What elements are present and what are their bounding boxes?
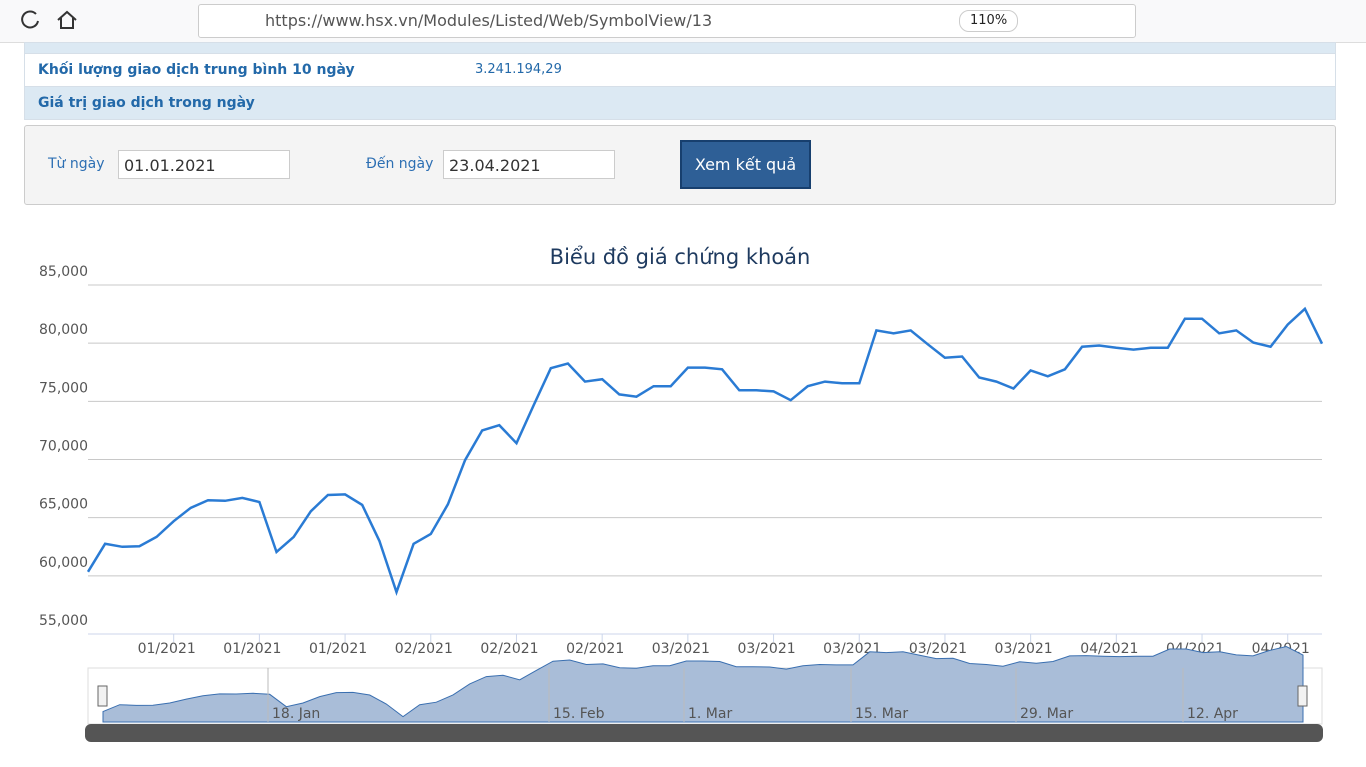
label: Đến ngày xyxy=(366,156,434,172)
date-input[interactable]: 01.01.2021 xyxy=(118,150,290,179)
date-input[interactable]: 23.04.2021 xyxy=(443,150,615,179)
y-tick-label: 55,000 xyxy=(39,613,88,629)
y-tick-label: 70,000 xyxy=(39,439,88,455)
x-tick-label: 04/2021 xyxy=(1252,641,1310,657)
handle xyxy=(1297,685,1308,707)
x-tick-label: 01/2021 xyxy=(309,641,367,657)
navigator-label: 12. Apr xyxy=(1187,706,1238,722)
x-tick-label: 01/2021 xyxy=(138,641,196,657)
y-tick-label: 65,000 xyxy=(39,497,88,513)
x-tick-label: 03/2021 xyxy=(995,641,1053,657)
x-tick-label: 03/2021 xyxy=(823,641,881,657)
navigator-label: 29. Mar xyxy=(1020,706,1073,722)
url: https://www.hsx.vn/Modules/Listed/Web/Sy… xyxy=(265,11,713,30)
price-line xyxy=(86,306,1324,596)
table-row: Giá trị giao dịch trong ngày xyxy=(24,86,1336,120)
chart-title: Biểu đồ giá chứng khoán xyxy=(550,245,811,269)
x-tick-label: 03/2021 xyxy=(737,641,795,657)
x-tick-label: 01/2021 xyxy=(223,641,281,657)
navigator-label: 15. Mar xyxy=(855,706,908,722)
nav-icons xyxy=(21,10,77,29)
navigator-label: 1. Mar xyxy=(688,706,732,722)
zoom[interactable]: 110% xyxy=(959,10,1019,32)
x-tick-label: 03/2021 xyxy=(652,641,710,657)
value: 01.01.2021 xyxy=(124,156,216,175)
x-tick-label: 02/2021 xyxy=(480,641,538,657)
y-tick-label: 80,000 xyxy=(39,322,88,338)
scrollbar xyxy=(85,724,1323,742)
value: 23.04.2021 xyxy=(449,156,541,175)
address-bar[interactable]: https://www.hsx.vn/Modules/Listed/Web/Sy… xyxy=(198,4,1136,38)
cell: 3.241.194,29 xyxy=(475,62,562,77)
y-tick-label: 75,000 xyxy=(39,380,88,396)
browser-toolbar: https://www.hsx.vn/Modules/Listed/Web/Sy… xyxy=(0,0,1366,43)
navigator-bg xyxy=(87,667,1323,725)
x-tick-label: 02/2021 xyxy=(566,641,624,657)
navigator-label: 15. Feb xyxy=(553,706,605,722)
cell: Khối lượng giao dịch trung bình 10 ngày xyxy=(38,62,355,78)
cell: Giá trị giao dịch trong ngày xyxy=(38,95,255,111)
x-tick-label: 04/2021 xyxy=(1080,641,1138,657)
label: Từ ngày xyxy=(48,156,105,172)
x-tick-label: 02/2021 xyxy=(395,641,453,657)
x-tick-label: 03/2021 xyxy=(909,641,967,657)
table-row: Khối lượng giao dịch trung bình 10 ngày 3… xyxy=(24,53,1336,87)
navigator-label: 18. Jan xyxy=(272,706,320,722)
date-form: Từ ngày 01.01.2021 Đến ngày 23.04.2021 X… xyxy=(24,125,1336,205)
handle xyxy=(97,685,108,707)
submit-button[interactable]: Xem kết quả xyxy=(680,140,811,189)
navigator-area xyxy=(102,645,1304,723)
y-tick-label: 85,000 xyxy=(39,264,88,280)
x-tick-label: 04/2021 xyxy=(1166,641,1224,657)
y-tick-label: 60,000 xyxy=(39,555,88,571)
